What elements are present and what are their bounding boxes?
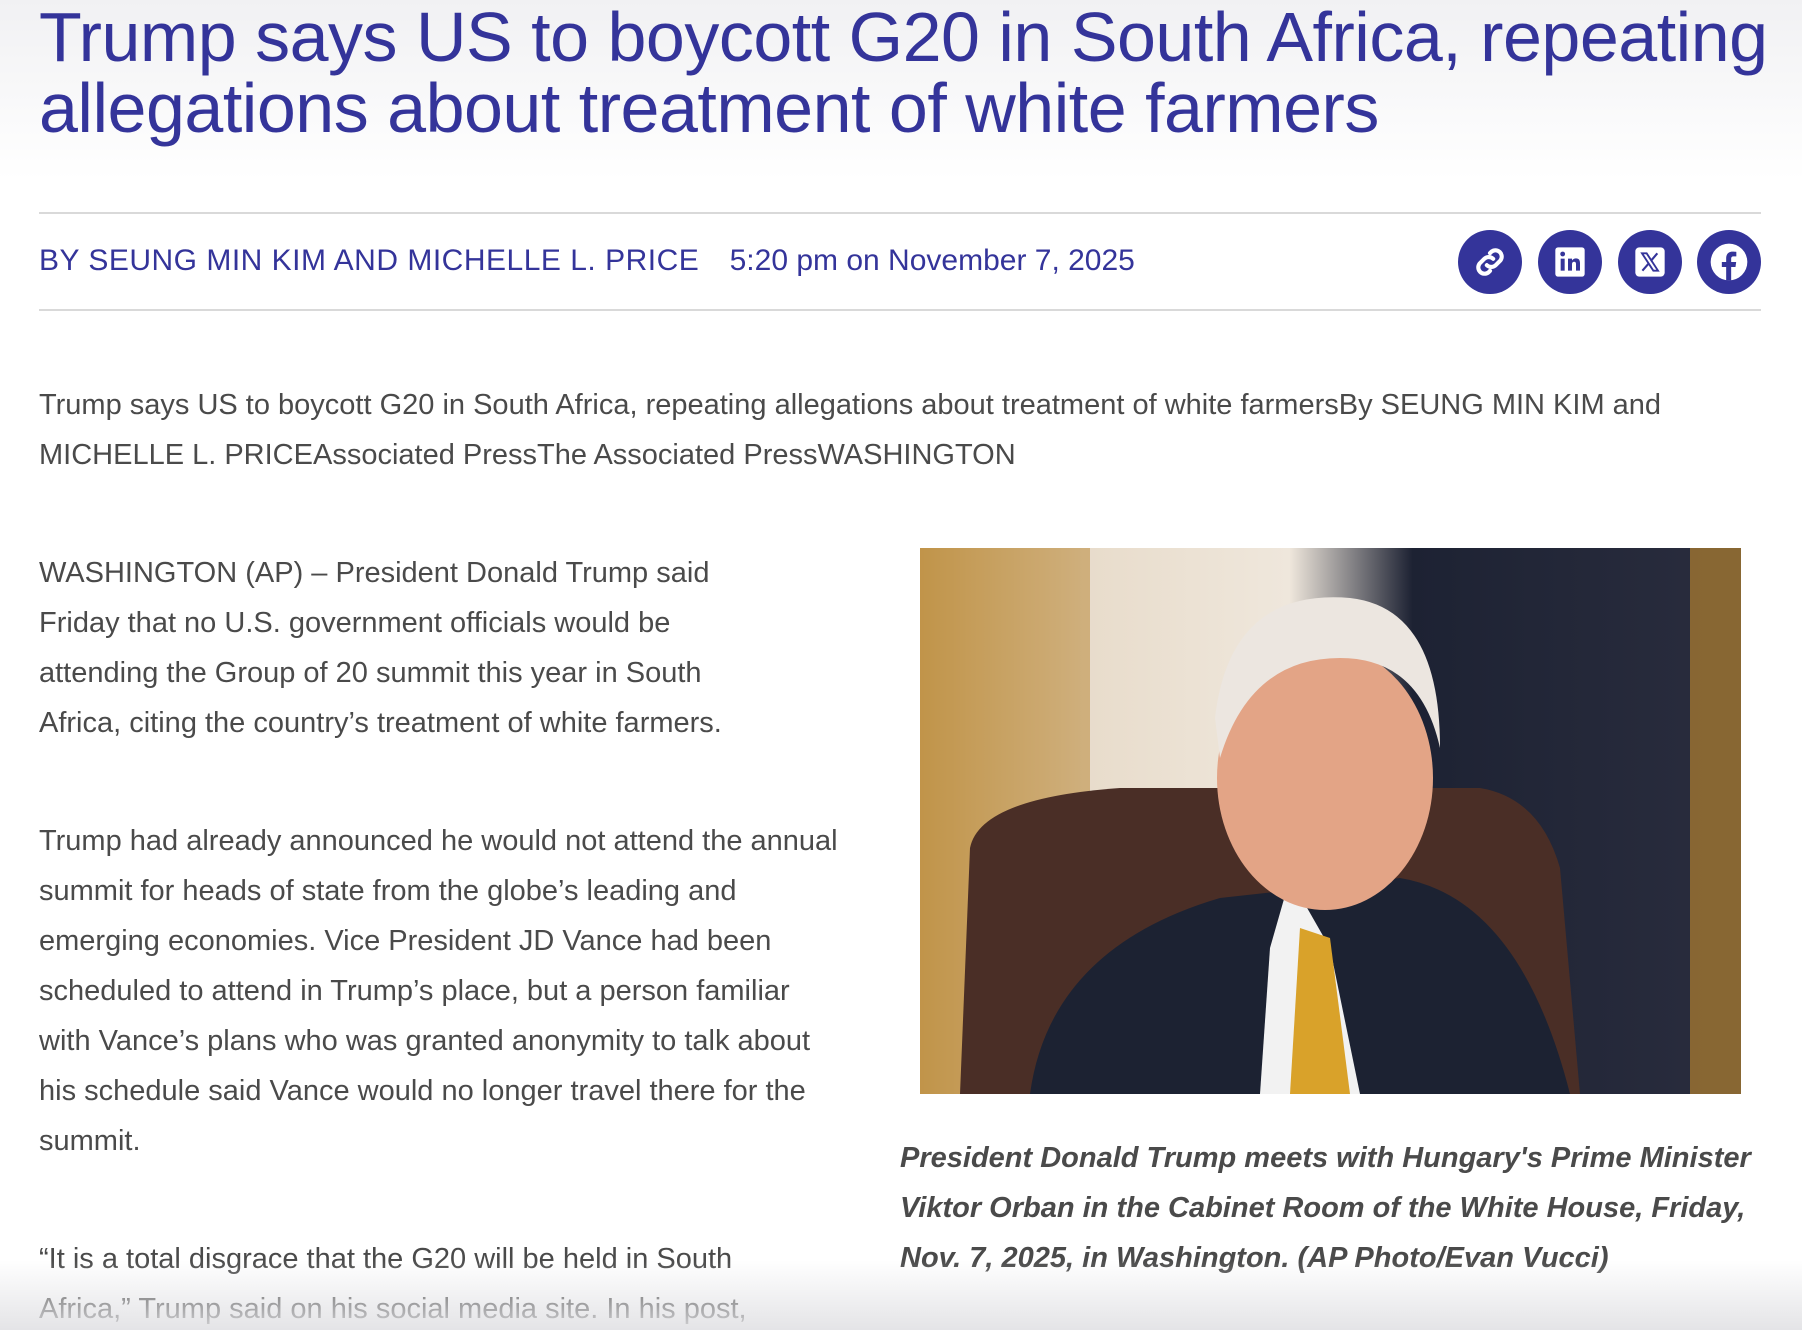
article-intro: Trump says US to boycott G20 in South Af… bbox=[39, 389, 1662, 471]
byline: BY SEUNG MIN KIM AND MICHELLE L. PRICE 5… bbox=[39, 244, 1135, 278]
share-facebook-button[interactable] bbox=[1697, 230, 1761, 294]
article-title: Trump says US to boycott G20 in South Af… bbox=[39, 0, 1768, 147]
facebook-icon bbox=[1710, 243, 1748, 281]
linkedin-icon bbox=[1555, 247, 1585, 277]
article-paragraph: WASHINGTON (AP) – President Donald Trump… bbox=[39, 557, 722, 739]
article-paragraph: Trump had already announced he would not… bbox=[39, 825, 838, 1157]
divider bbox=[39, 212, 1761, 214]
share-linkedin-button[interactable] bbox=[1538, 230, 1602, 294]
share-x-button[interactable] bbox=[1618, 230, 1682, 294]
x-icon bbox=[1635, 247, 1665, 277]
link-icon bbox=[1476, 248, 1504, 276]
publish-date: 5:20 pm on November 7, 2025 bbox=[729, 244, 1135, 277]
divider bbox=[39, 309, 1761, 311]
article-photo bbox=[920, 548, 1741, 1094]
copy-link-button[interactable] bbox=[1458, 230, 1522, 294]
author-names: BY SEUNG MIN KIM AND MICHELLE L. PRICE bbox=[39, 244, 700, 277]
header-background bbox=[0, 0, 1802, 180]
bottom-fade bbox=[0, 1260, 1802, 1330]
